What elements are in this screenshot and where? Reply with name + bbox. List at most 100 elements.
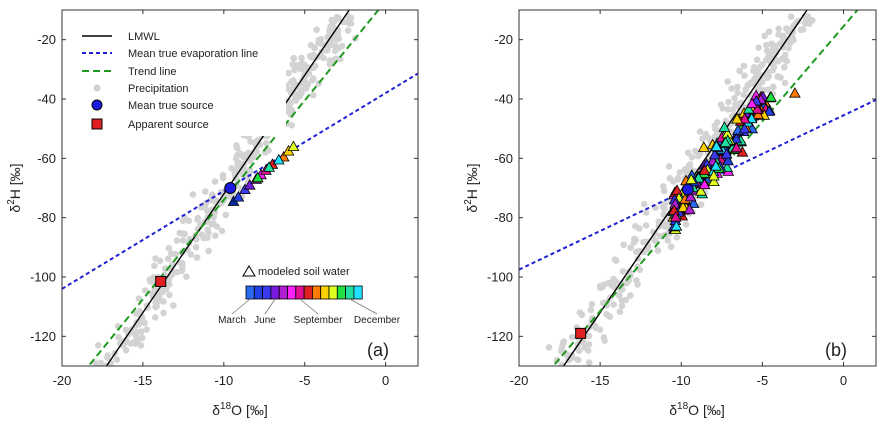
precipitation-point: [104, 354, 111, 362]
precipitation-point: [212, 232, 219, 239]
soil-water-point: [719, 136, 732, 147]
precipitation-point: [219, 174, 227, 182]
precipitation-point: [676, 169, 684, 176]
precipitation-point: [290, 55, 298, 62]
precipitation-point: [753, 56, 761, 64]
soil-water-point: [708, 148, 721, 160]
y-axis-label-b: δ2H [‰]: [463, 163, 480, 212]
precipitation-point: [622, 296, 629, 304]
x-tick-label: -10: [214, 373, 233, 388]
precipitation-point: [777, 74, 784, 81]
precipitation-point: [643, 238, 651, 246]
precipitation-point: [147, 278, 154, 286]
precipitation-point: [585, 359, 593, 366]
precipitation-point: [763, 41, 770, 49]
soil-water-point: [707, 169, 720, 181]
precipitation-point: [311, 62, 319, 70]
precipitation-point: [346, 20, 354, 27]
precipitation-point: [606, 313, 614, 321]
legend-entry-apparent-source: Apparent source: [91, 118, 209, 131]
precipitation-point: [302, 85, 310, 92]
soil-water-point: [751, 103, 764, 114]
precipitation-point: [588, 300, 596, 308]
colorbar-box: [287, 285, 297, 300]
precipitation-point: [592, 324, 599, 332]
apparent-source-marker: [575, 327, 587, 339]
soil-water-point: [243, 178, 256, 190]
soil-water-point: [731, 112, 743, 124]
x-tick-label: -20: [510, 373, 529, 388]
y-tick-label: -120: [487, 329, 513, 344]
soil-water-point: [746, 97, 758, 109]
precipitation-point: [288, 121, 296, 129]
y-tick-label: -120: [30, 329, 56, 344]
precipitation-point: [329, 22, 336, 30]
precipitation-point: [326, 61, 334, 68]
precipitation-point: [618, 302, 626, 310]
precipitation-point: [608, 281, 615, 289]
precipitation-point: [600, 334, 608, 341]
x-tick-label: -5: [299, 373, 311, 388]
colorbar-box: [336, 285, 346, 300]
legend-label-lmwl: LMWL: [128, 31, 160, 43]
precipitation-point: [285, 69, 292, 77]
x-axis-label-sup-b: 18: [677, 401, 689, 412]
precipitation-point: [581, 344, 589, 351]
precipitation-point: [298, 54, 305, 62]
precipitation-point: [310, 75, 317, 82]
evaporation-line: [62, 72, 418, 290]
soil-water-point: [765, 91, 777, 102]
y-axis-label-main-a: H [‰]: [7, 163, 23, 199]
precipitation-point: [192, 243, 200, 251]
precipitation-point: [332, 36, 340, 43]
soil-water-point: [684, 190, 697, 202]
precipitation-point: [311, 44, 319, 52]
soil-water-point: [720, 147, 733, 159]
precipitation-point: [187, 251, 195, 258]
precipitation-point: [122, 347, 130, 354]
x-tick-label: -10: [672, 373, 691, 388]
precipitation-point: [331, 47, 339, 55]
precipitation-point: [692, 147, 699, 155]
precipitation-point: [239, 151, 247, 159]
precipitation-point: [173, 237, 181, 244]
precipitation-point: [765, 28, 773, 35]
precipitation-point: [222, 211, 230, 219]
precipitation-point: [752, 74, 760, 81]
soil-water-point: [789, 87, 801, 98]
precipitation-point: [775, 31, 782, 38]
colorbar-boxes: [245, 285, 363, 300]
soil-water-point: [251, 171, 264, 183]
precipitation-point: [616, 292, 623, 299]
colorbar-leader-line: [349, 298, 378, 315]
x-axis-label-b: δ18O [‰]: [669, 401, 724, 418]
precipitation-point: [797, 26, 805, 34]
soil-water-point: [745, 112, 758, 124]
precipitation-point: [728, 85, 735, 92]
precipitation-point: [160, 309, 167, 317]
precipitation-point: [725, 98, 732, 106]
precipitation-point: [744, 82, 751, 89]
precipitation-point: [731, 94, 738, 102]
soil-water-point: [670, 220, 683, 231]
y-tick-label: -40: [494, 92, 513, 107]
x-tick-label: 0: [840, 373, 847, 388]
soil-water-point: [698, 164, 711, 175]
colorbar-leader-line: [299, 298, 319, 315]
precipitation-point: [144, 304, 151, 311]
mean-true-source-marker: [681, 183, 694, 196]
precipitation-point: [205, 247, 212, 255]
precipitation-point: [753, 68, 761, 76]
precipitation-point: [776, 40, 784, 47]
legend-entry-precipitation: Precipitation: [93, 83, 189, 95]
panel-label-b: (b): [825, 340, 847, 360]
legend-entry-lmwl: LMWL: [82, 31, 160, 43]
precipitation-point: [674, 176, 682, 183]
legend: LMWL Mean true evaporation line Trend li…: [68, 26, 286, 136]
precipitation-point: [193, 254, 201, 261]
precipitation-point: [740, 62, 748, 70]
colorbar-inset: modeled soil water March June September Dec…: [212, 258, 412, 330]
colorbar-leader-line: [264, 298, 276, 315]
legend-label-true-source: Mean true source: [128, 100, 214, 112]
precipitation-point: [154, 296, 161, 304]
